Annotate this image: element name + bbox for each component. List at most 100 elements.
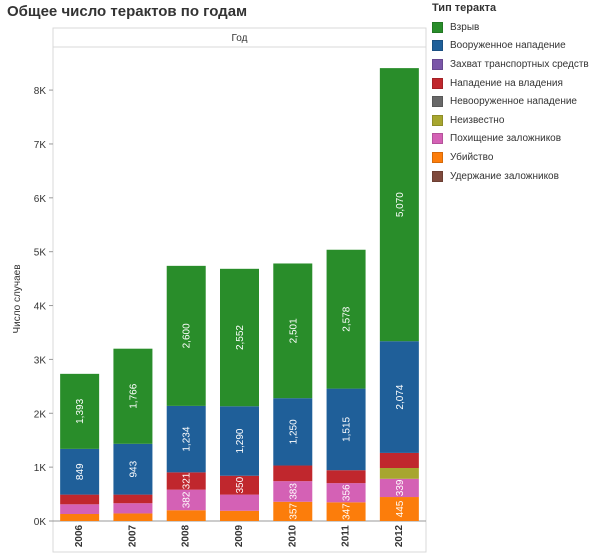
y-tick-label: 0K [34, 517, 47, 528]
bar-segment [60, 494, 100, 505]
legend-item[interactable]: Нападение на владения [432, 74, 600, 93]
bar-segment [220, 494, 259, 511]
legend-swatch [432, 21, 443, 33]
legend-item[interactable]: Невооруженное нападение [432, 92, 600, 111]
y-tick-label: 3K [34, 355, 47, 366]
y-tick-label: 5K [34, 248, 47, 259]
bar-segment [273, 501, 313, 521]
legend-label: Взрыв [450, 21, 480, 33]
legend-label: Нападение на владения [450, 77, 563, 89]
x-tick-label: 2009 [234, 524, 245, 547]
bar-segment [326, 249, 366, 389]
bar-segment [220, 475, 259, 495]
bar-segment [379, 452, 419, 468]
data-label: 2,578 [342, 306, 353, 331]
legend-label: Вооруженное нападение [450, 40, 566, 52]
legend: Тип теракта Взрыв Вооруженное нападение За… [432, 2, 600, 185]
data-label: 1,766 [128, 383, 139, 408]
column-header: Год [232, 33, 248, 44]
bar-segment [220, 510, 259, 521]
bar-segment [60, 448, 100, 495]
bar-segment [273, 263, 313, 399]
legend-title: Тип теракта [432, 2, 497, 14]
legend-swatch [432, 40, 443, 52]
bar-segment [113, 348, 153, 444]
legend-item[interactable]: Удержание заложников [432, 167, 600, 186]
x-tick-label: 2012 [394, 524, 405, 547]
legend-item[interactable]: Вооруженное нападение [432, 37, 600, 56]
data-label: 1,393 [75, 398, 86, 423]
data-label: 1,515 [342, 416, 353, 441]
bar-segment [379, 68, 419, 342]
data-label: 5,070 [395, 192, 406, 217]
bar-segment [326, 483, 366, 503]
data-label: 321 [182, 472, 193, 489]
bar-segment [273, 481, 313, 502]
data-label: 2,074 [395, 384, 406, 409]
y-tick-label: 2K [34, 409, 47, 420]
legend-item[interactable]: Похищение заложников [432, 130, 600, 149]
data-label: 1,250 [288, 419, 299, 444]
bar-segment [113, 503, 153, 514]
data-label: 445 [395, 500, 406, 517]
bar-segment [60, 504, 100, 514]
legend-label: Удержание заложников [450, 170, 559, 182]
data-label: 350 [235, 476, 246, 493]
bar-segment [379, 478, 419, 498]
bar-segment [166, 510, 206, 521]
data-label: 1,290 [235, 428, 246, 453]
legend-label: Неизвестно [450, 114, 505, 126]
bar-segment [273, 465, 313, 482]
legend-swatch [432, 133, 443, 145]
bar-segment [166, 265, 206, 406]
legend-label: Убийство [450, 151, 494, 163]
legend-swatch [432, 151, 443, 163]
legend-label: Захват транспортных средств [450, 58, 589, 70]
legend-swatch [432, 58, 443, 70]
data-label: 943 [128, 460, 139, 477]
data-label: 2,552 [235, 325, 246, 350]
bar-segment [379, 341, 419, 453]
data-label: 347 [342, 503, 353, 520]
y-tick-label: 6K [34, 194, 47, 205]
bar-segment [166, 405, 206, 473]
chart-title: Общее число терактов по годам [7, 3, 248, 20]
data-label: 339 [395, 479, 406, 496]
x-tick-label: 2011 [341, 525, 352, 547]
data-label: 2,501 [288, 318, 299, 343]
bar-segment [326, 502, 366, 521]
bar-segment [220, 406, 259, 476]
x-tick-label: 2007 [127, 524, 138, 547]
x-tick-label: 2006 [74, 524, 85, 547]
bar-segment [166, 489, 206, 511]
legend-swatch [432, 96, 443, 108]
legend-swatch [432, 170, 443, 182]
bar-segment [60, 373, 100, 449]
data-label: 356 [342, 484, 353, 501]
legend-items: Взрыв Вооруженное нападение Захват транспо… [432, 18, 600, 185]
bar-segment [113, 443, 153, 495]
bar-segment [326, 388, 366, 471]
y-tick-label: 7K [34, 140, 47, 151]
legend-swatch [432, 77, 443, 89]
bar-segment [220, 268, 259, 407]
legend-item[interactable]: Неизвестно [432, 111, 600, 130]
data-label: 382 [182, 491, 193, 508]
legend-item[interactable]: Убийство [432, 148, 600, 167]
data-label: 1,234 [182, 426, 193, 451]
x-tick-label: 2010 [287, 524, 298, 547]
y-axis-title: Число случаев [12, 264, 23, 333]
y-tick-label: 8K [34, 86, 47, 97]
y-tick-label: 4K [34, 302, 47, 313]
data-label: 357 [288, 503, 299, 520]
legend-label: Невооруженное нападение [450, 96, 577, 108]
data-label: 383 [288, 483, 299, 500]
x-axis-band [52, 520, 427, 553]
legend-item[interactable]: Взрыв [432, 18, 600, 37]
bar-segment [379, 497, 419, 521]
x-tick-label: 2008 [181, 524, 192, 547]
legend-item[interactable]: Захват транспортных средств [432, 55, 600, 74]
bar-segment [326, 470, 366, 484]
legend-swatch [432, 114, 443, 126]
